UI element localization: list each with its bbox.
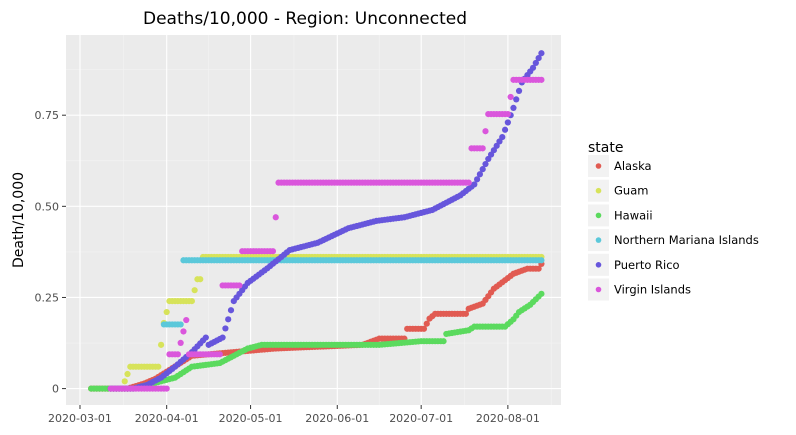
x-axis: 2020-03-01 2020-04-01 2020-05-01 2020-06-01…	[48, 405, 540, 425]
data-points	[88, 50, 545, 392]
legend-label: Virgin Islands	[614, 283, 691, 297]
x-tick-label: 2020-06-01	[305, 412, 369, 425]
data-point	[504, 111, 511, 118]
legend-marker	[595, 163, 602, 169]
series-hawaii	[88, 290, 545, 392]
data-point	[188, 298, 195, 305]
legend-item: Alaska	[588, 155, 652, 177]
data-point	[216, 351, 223, 358]
legend-label: Northern Mariana Islands	[614, 233, 759, 247]
legend-item: Guam	[588, 179, 648, 202]
legend-label: Puerto Rico	[614, 258, 680, 272]
y-tick-label: 0	[52, 383, 59, 396]
data-point	[183, 316, 190, 324]
data-point	[538, 257, 545, 264]
chart-title: Deaths/10,000 - Region: Unconnected	[143, 9, 467, 29]
data-point	[440, 338, 447, 345]
legend-item: Northern Mariana Islands	[588, 229, 759, 252]
legend-label: Hawaii	[614, 208, 653, 222]
data-point	[535, 54, 542, 62]
data-point	[155, 363, 162, 370]
x-tick-label: 2020-07-01	[389, 412, 453, 425]
data-point	[515, 87, 523, 94]
legend-marker	[595, 212, 602, 219]
data-point	[121, 378, 128, 385]
data-point	[177, 339, 184, 347]
data-point	[269, 248, 277, 255]
data-point	[222, 325, 229, 332]
data-point	[474, 176, 481, 183]
x-tick-label: 2020-05-01	[219, 412, 283, 425]
x-tick-label: 2020-03-01	[48, 412, 112, 425]
legend-item: Puerto Rico	[588, 253, 680, 276]
data-point	[219, 334, 226, 341]
data-point	[479, 166, 486, 173]
series-northern-mariana-islands	[160, 257, 545, 328]
data-point	[513, 96, 520, 103]
data-point	[471, 181, 478, 188]
y-tick-label: 0.75	[35, 109, 60, 122]
y-tick-label: 0.25	[35, 291, 60, 304]
data-point	[504, 119, 511, 126]
data-point	[236, 282, 243, 289]
grid-major	[66, 35, 561, 405]
x-tick-label: 2020-08-01	[476, 412, 540, 425]
data-point	[227, 307, 235, 314]
data-point	[191, 287, 198, 294]
data-point	[174, 351, 181, 358]
data-point	[482, 160, 489, 168]
data-point	[538, 290, 545, 297]
legend-marker	[595, 262, 602, 268]
data-point	[157, 341, 165, 348]
legend-title: state	[588, 140, 623, 156]
data-point	[499, 133, 506, 141]
y-axis-label: Death/10,000	[11, 172, 27, 268]
legend-label: Alaska	[614, 159, 652, 173]
data-point	[423, 320, 430, 327]
data-point	[535, 265, 542, 272]
legend-item: Hawaii	[588, 204, 653, 227]
data-point	[180, 328, 187, 335]
data-point	[177, 321, 184, 328]
series-virgin-islands	[107, 76, 545, 392]
data-point	[510, 104, 517, 112]
data-point	[482, 128, 489, 135]
x-tick-label: 2020-04-01	[135, 412, 199, 425]
data-point	[532, 59, 539, 67]
data-point	[476, 171, 483, 178]
data-point	[163, 308, 170, 316]
legend-item: Virgin Islands	[588, 278, 691, 301]
data-point	[197, 276, 204, 283]
legend-marker	[595, 286, 602, 293]
legend-label: Guam	[614, 184, 648, 198]
data-point	[465, 179, 472, 186]
data-point	[479, 145, 486, 152]
data-point	[202, 334, 209, 341]
y-axis: 0 0.25 0.50 0.75	[35, 109, 66, 396]
data-point	[163, 385, 170, 392]
legend: state Alaska Guam Hawaii Northern Mariana I…	[588, 140, 759, 301]
data-point	[501, 126, 509, 133]
series-puerto-rico	[107, 50, 545, 392]
legend-marker	[595, 187, 602, 194]
data-point	[124, 370, 131, 378]
data-point	[225, 316, 232, 323]
data-point	[538, 76, 545, 83]
data-point	[420, 325, 428, 332]
data-point	[272, 214, 279, 221]
data-point	[529, 64, 537, 71]
data-point	[538, 50, 545, 57]
data-point	[462, 310, 470, 317]
legend-marker	[595, 237, 602, 243]
data-point	[507, 93, 514, 101]
y-tick-label: 0.50	[35, 200, 60, 213]
